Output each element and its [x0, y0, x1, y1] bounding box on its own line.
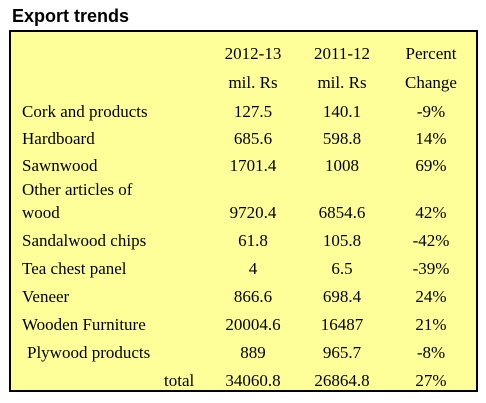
row-value-2011: 1008: [325, 156, 359, 175]
header-2011-12-unit: mil. Rs: [317, 73, 367, 92]
row-value-2011: 598.8: [322, 129, 362, 148]
row-value-2012: 127.5: [233, 102, 273, 121]
total-value-2011: 26864.8: [314, 371, 370, 390]
row-value-2011: 140.1: [322, 102, 362, 121]
row-change: -42%: [412, 231, 450, 250]
row-change: 21%: [415, 315, 447, 334]
row-value-2012: 685.6: [233, 129, 273, 148]
row-change: 14%: [415, 129, 447, 148]
row-value-2011: 16487: [320, 315, 364, 334]
row-value-2011: 105.8: [322, 231, 362, 250]
row-value-2012: 9720.4: [229, 203, 277, 222]
row-change: -9%: [416, 102, 446, 121]
row-label: Wooden Furniture: [22, 315, 146, 334]
row-label-line2: wood: [22, 203, 60, 222]
row-value-2011: 698.4: [322, 287, 362, 306]
row-change: -39%: [412, 259, 450, 278]
row-label: Tea chest panel: [22, 259, 127, 278]
row-value-2012: 4: [248, 259, 258, 278]
row-value-2012: 889: [240, 343, 266, 362]
row-change: 42%: [415, 203, 447, 222]
row-value-2012: 1701.4: [229, 156, 277, 175]
row-value-2011: 6.5: [331, 259, 353, 278]
row-change: -8%: [416, 343, 446, 362]
row-value-2011: 6854.6: [318, 203, 366, 222]
row-label: Cork and products: [22, 102, 148, 121]
header-2011-12: 2011-12: [313, 44, 371, 63]
page-title: Export trends: [12, 6, 130, 26]
header-percent: Percent: [405, 44, 457, 63]
total-label: total: [164, 371, 195, 390]
row-label-line1: Other articles of: [22, 180, 133, 199]
row-value-2012: 866.6: [233, 287, 273, 306]
header-2012-13: 2012-13: [224, 44, 282, 63]
row-change: 69%: [415, 156, 447, 175]
row-value-2011: 965.7: [322, 343, 362, 362]
row-label: Hardboard: [22, 129, 95, 148]
row-change: 24%: [415, 287, 447, 306]
row-label: Plywood products: [27, 343, 151, 362]
row-value-2012: 61.8: [238, 231, 268, 250]
header-2012-13-unit: mil. Rs: [228, 73, 278, 92]
header-change: Change: [405, 73, 457, 92]
total-change: 27%: [415, 371, 447, 390]
total-value-2012: 34060.8: [225, 371, 281, 390]
row-label: Veneer: [22, 287, 70, 306]
row-label: Sandalwood chips: [22, 231, 147, 250]
row-value-2012: 20004.6: [225, 315, 281, 334]
export-trends-table: 2012-13 mil. Rs 2011-12 mil. Rs Percent …: [9, 30, 478, 392]
row-label: Sawnwood: [22, 156, 98, 175]
